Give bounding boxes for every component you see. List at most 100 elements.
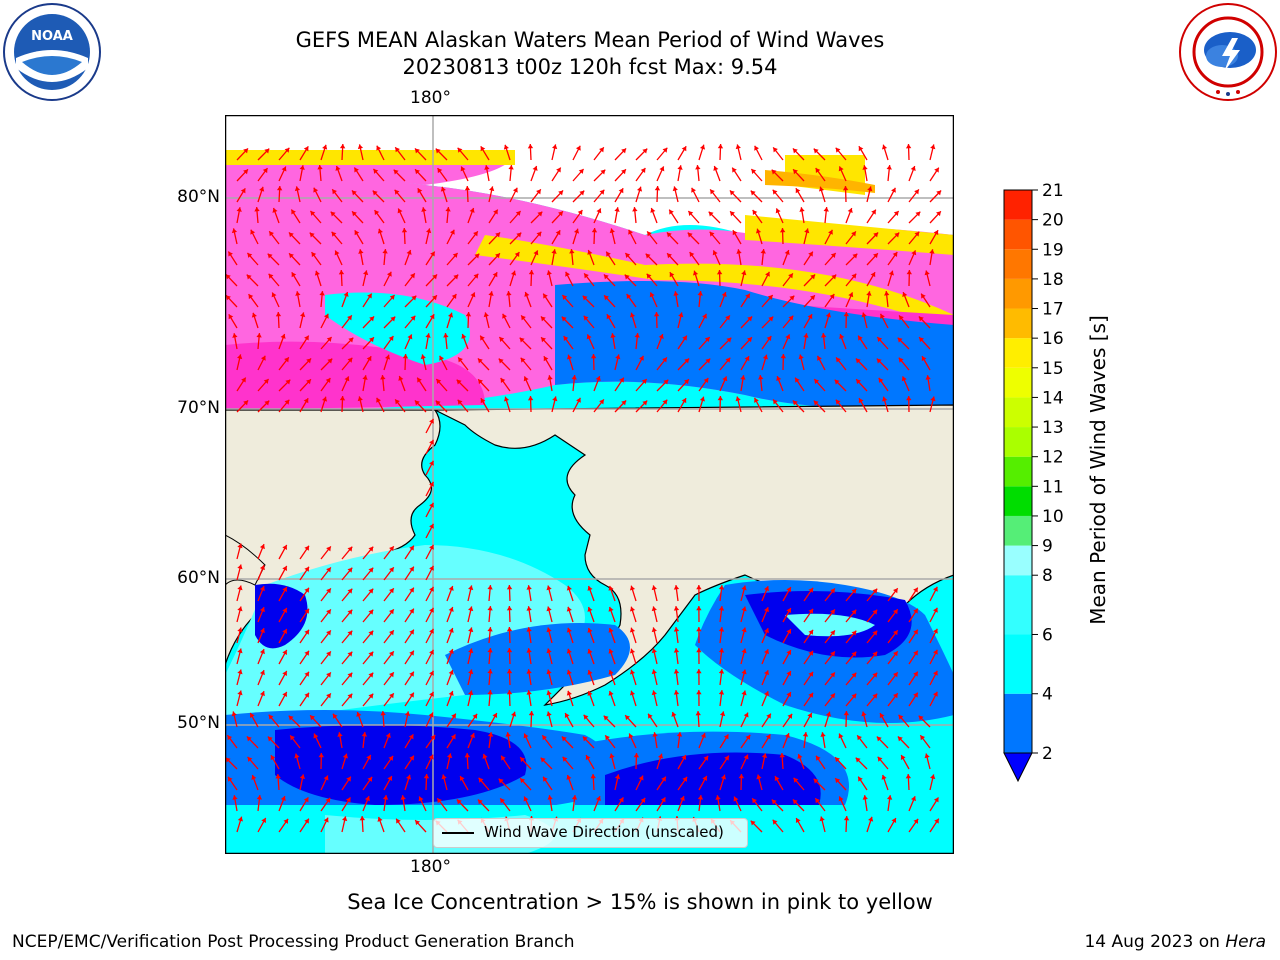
wind-arrow-head <box>478 777 484 783</box>
wind-arrow-head <box>751 169 757 174</box>
wind-arrow-head <box>357 396 363 402</box>
wind-arrow-head <box>288 715 294 721</box>
wind-arrow-head <box>654 186 661 191</box>
wind-arrow-head <box>933 797 939 803</box>
wind-arrow-head <box>536 189 541 195</box>
wind-arrow-head <box>373 168 379 174</box>
wind-arrow-head <box>789 295 795 301</box>
wind-arrow-head <box>347 693 353 699</box>
wind-arrow-head <box>583 315 589 321</box>
wind-arrow-head <box>649 292 655 298</box>
wind-arrow-head <box>264 400 270 406</box>
wind-arrow-head <box>294 753 300 759</box>
wind-arrow-head <box>732 167 737 173</box>
wind-arrow-head <box>893 211 899 216</box>
wind-arrow-head <box>716 270 723 275</box>
wind-arrow-head <box>409 587 414 593</box>
wind-arrow-head <box>867 186 873 192</box>
wind-arrow-head <box>906 396 912 401</box>
wind-arrow-head <box>858 776 863 782</box>
wind-arrow-head <box>304 335 309 341</box>
wind-arrow-head <box>857 735 862 741</box>
wind-arrow-head <box>445 207 451 212</box>
wind-arrow-head <box>366 356 372 362</box>
wind-arrow-head <box>629 312 636 318</box>
wind-arrow-head <box>773 147 778 153</box>
wind-arrow-head <box>325 378 331 384</box>
wind-arrow-head <box>426 228 432 234</box>
wind-arrow-head <box>691 187 696 193</box>
wind-arrow-head <box>872 588 878 594</box>
wind-arrow-head <box>500 798 505 804</box>
wind-arrow-head <box>810 295 815 301</box>
wind-arrow-head <box>294 186 301 192</box>
wind-arrow-head <box>469 733 475 739</box>
wind-arrow-head <box>682 335 687 341</box>
wind-arrow-head <box>367 293 372 299</box>
wind-arrow-head <box>473 273 479 279</box>
wind-arrow-head <box>263 378 269 384</box>
wind-arrow-head <box>498 358 504 364</box>
wind-arrow-head <box>389 651 394 657</box>
colorbar-level-9 <box>1004 515 1032 546</box>
wind-arrow-head <box>429 439 434 445</box>
wind-arrow-head <box>429 460 434 466</box>
wind-arrow-head <box>886 165 892 170</box>
wind-arrow-head <box>722 376 728 382</box>
wind-arrow-head <box>929 249 935 254</box>
wind-arrow-head <box>374 210 380 216</box>
wind-arrow-head <box>409 566 414 572</box>
wind-arrow-head <box>506 291 512 296</box>
wind-arrow-head <box>677 165 683 170</box>
wind-arrow-head <box>402 354 409 359</box>
wind-arrow-head <box>237 606 243 612</box>
wind-arrow-head <box>428 754 434 760</box>
lon-label-bottom: 180° <box>410 857 451 877</box>
wind-arrow-head <box>756 774 762 780</box>
wind-arrow-head <box>576 397 581 403</box>
wind-arrow-head <box>480 398 486 404</box>
wind-arrow-head <box>843 711 850 716</box>
wind-arrow-head <box>892 630 898 636</box>
wind-arrow-head <box>618 797 624 803</box>
wind-arrow-head <box>304 692 309 698</box>
wind-arrow-head <box>368 651 374 657</box>
wind-arrow-head <box>651 690 657 696</box>
wind-arrow-head <box>354 230 360 236</box>
wind-arrow-head <box>808 251 813 257</box>
wind-arrow-head <box>376 145 382 151</box>
wind-arrow-head <box>319 291 325 296</box>
wind-arrow-head <box>587 669 593 675</box>
wind-arrow-head <box>608 669 614 675</box>
wind-arrow-head <box>876 736 882 742</box>
wind-arrow-head <box>892 651 898 657</box>
wind-arrow-head <box>500 378 506 383</box>
wind-arrow-head <box>610 333 616 338</box>
wind-arrow-head <box>318 753 324 758</box>
wind-arrow-head <box>608 627 614 633</box>
wind-arrow-head <box>839 334 845 339</box>
wind-arrow-head <box>498 778 504 784</box>
wind-arrow-head <box>259 565 265 571</box>
wind-arrow-head <box>918 715 924 721</box>
wind-arrow-head <box>429 314 435 320</box>
wind-arrow-head <box>282 670 288 676</box>
wind-arrow-head <box>920 735 926 741</box>
wind-arrow-head <box>388 336 394 342</box>
wind-arrow-head <box>342 753 348 759</box>
wind-arrow-head <box>823 207 829 212</box>
wind-arrow-head <box>741 585 747 591</box>
wind-arrow-head <box>608 585 614 591</box>
wind-arrow-head <box>870 272 876 278</box>
wind-arrow-head <box>362 375 368 380</box>
wind-arrow-head <box>919 337 924 343</box>
wind-arrow-head <box>304 545 309 551</box>
wind-arrow-head <box>773 399 778 405</box>
wind-arrow-head <box>661 776 666 782</box>
wind-arrow-head <box>390 316 396 322</box>
wind-arrow-head <box>259 670 265 676</box>
chart-title: GEFS MEAN Alaskan Waters Mean Period of … <box>295 28 885 52</box>
wind-arrow-head <box>237 564 243 570</box>
wind-arrow-head <box>430 734 436 740</box>
wind-arrow-head <box>225 757 231 763</box>
